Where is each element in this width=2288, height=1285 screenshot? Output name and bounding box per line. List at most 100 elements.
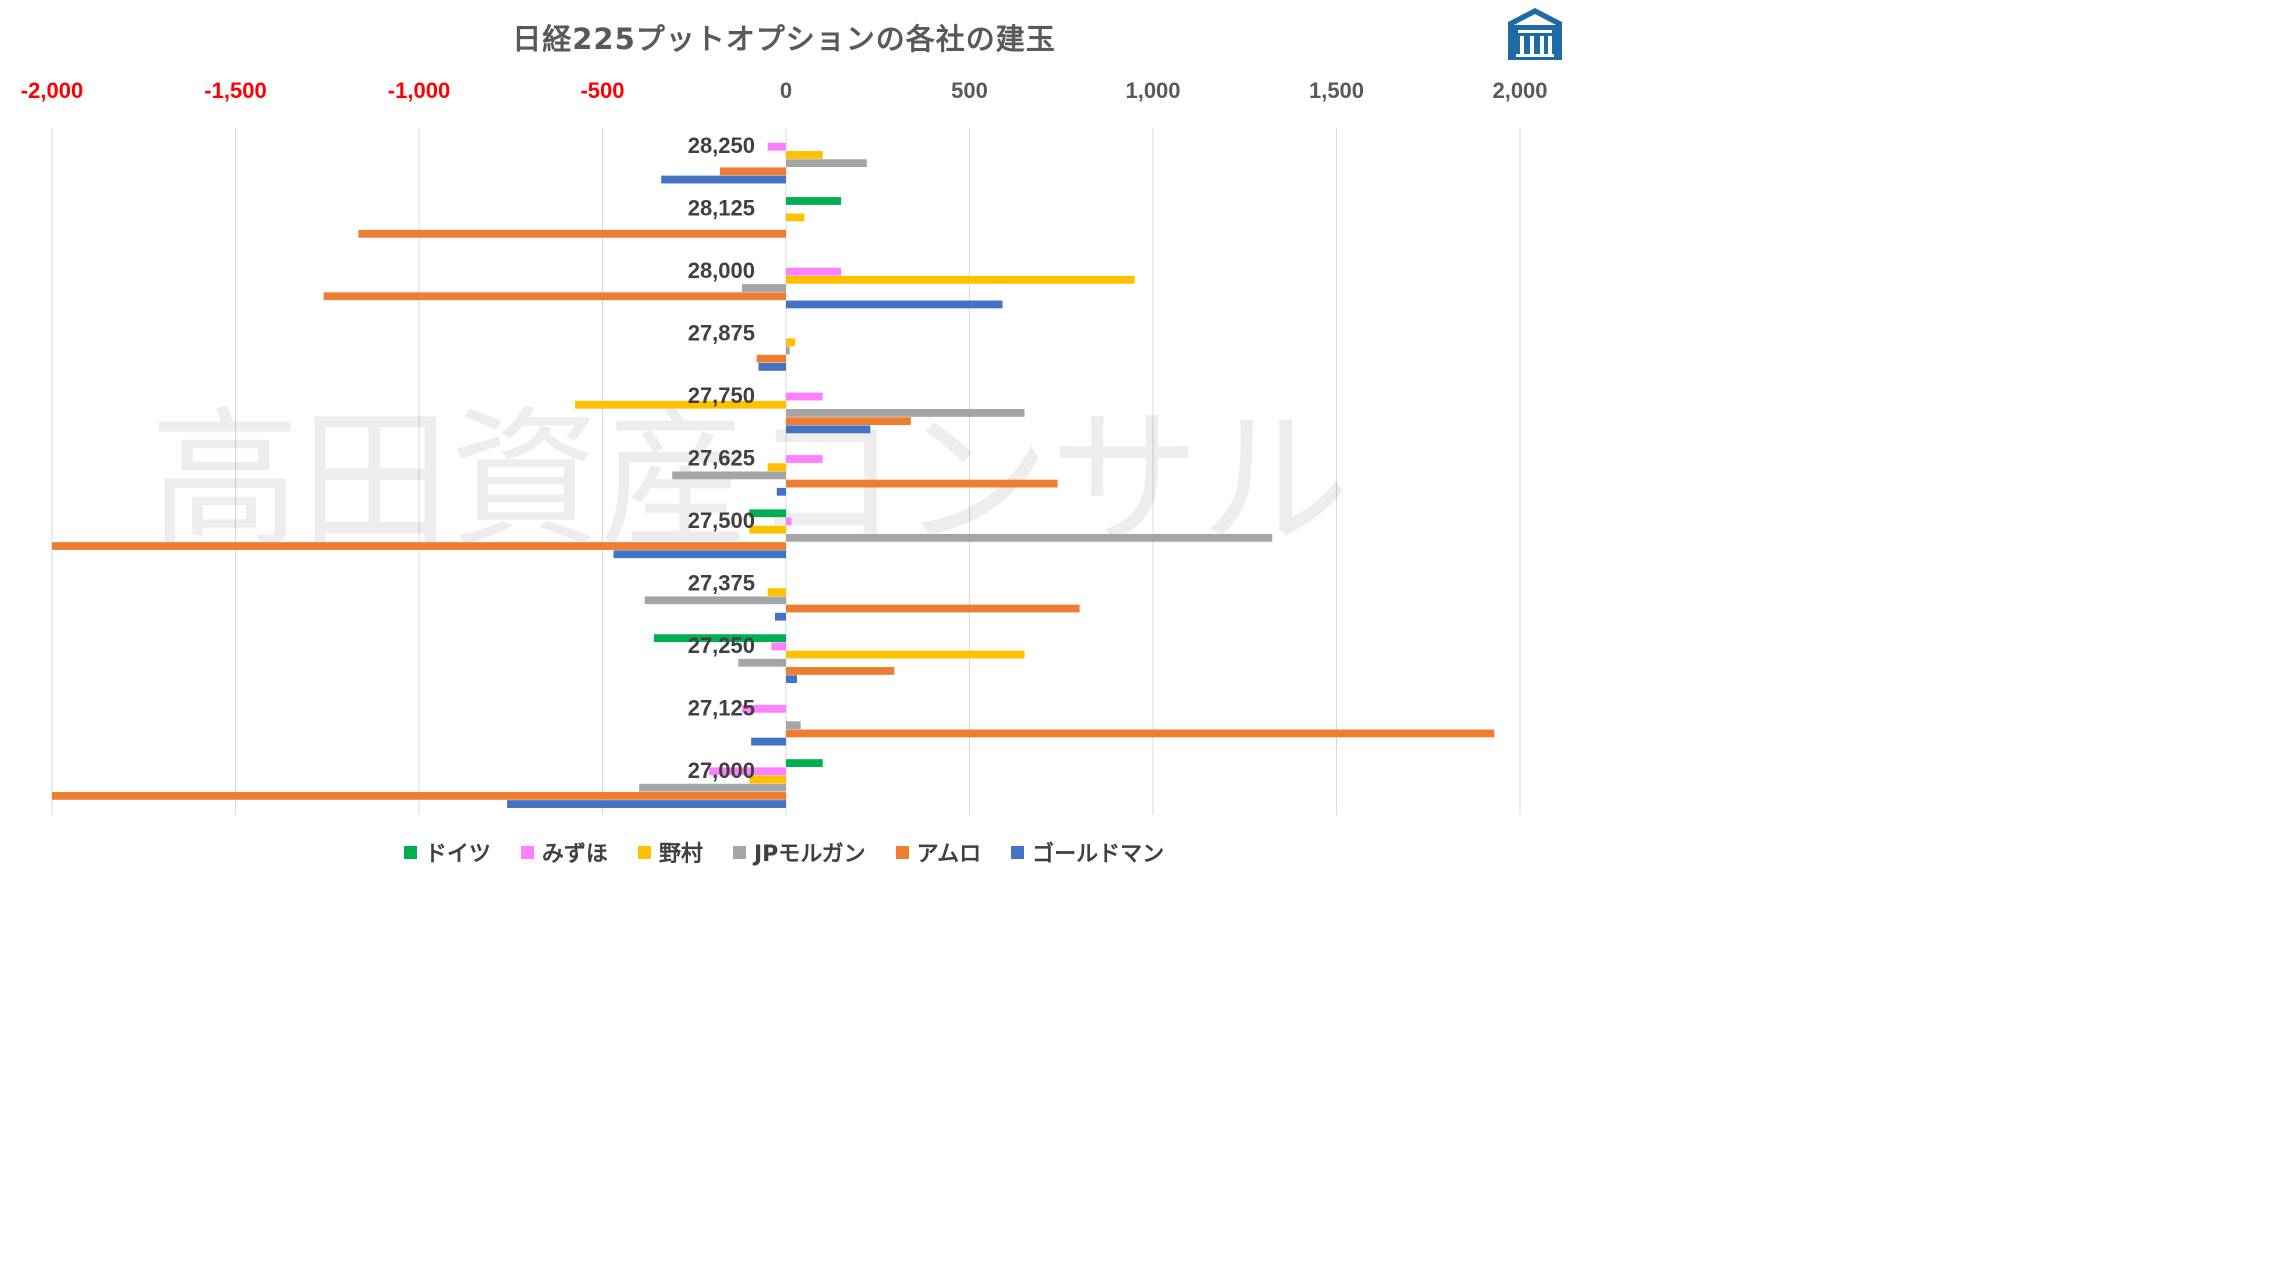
chart-title: 日経225プットオプションの各社の建玉 (512, 22, 1056, 56)
bar (786, 759, 823, 767)
x-tick-label: 500 (951, 78, 988, 103)
legend-label: 野村 (658, 842, 703, 867)
x-tick-label: 2,000 (1492, 78, 1547, 103)
bar (786, 159, 867, 168)
bar (786, 721, 801, 730)
bar (786, 346, 790, 355)
legend-item: アムロ (895, 836, 982, 868)
legend-label: みずほ (541, 842, 608, 867)
bar (767, 463, 786, 472)
bar (786, 409, 1025, 417)
bar (749, 775, 786, 784)
bar (749, 509, 786, 518)
legend-item: ゴールドマン (1011, 836, 1164, 868)
bar (719, 167, 786, 176)
bar (786, 267, 842, 276)
legend-swatch (895, 845, 909, 859)
bar (786, 417, 911, 426)
bar (756, 354, 786, 363)
legend-swatch (403, 845, 417, 859)
legend-label: JPモルガン (753, 842, 866, 867)
legend-item: ドイツ (403, 836, 491, 868)
legend-swatch (1011, 845, 1025, 859)
bar (786, 455, 823, 463)
category-labels: 28,250 28,125 28,000 27,875 27,750 27,625 27,5… (688, 133, 755, 783)
bar (786, 667, 895, 675)
x-tick-label: -500 (580, 78, 624, 103)
gridlines (51, 128, 1521, 815)
legend-item: 野村 (637, 836, 703, 868)
bar (786, 151, 823, 159)
bar (741, 704, 786, 713)
bar (786, 338, 796, 347)
category-label: 28,125 (688, 196, 755, 221)
category-label: 27,500 (688, 508, 755, 533)
bar (738, 658, 786, 667)
x-tick-label: -1,000 (388, 78, 450, 103)
bar (767, 142, 786, 151)
bar (52, 791, 786, 800)
x-tick-label: 1,500 (1309, 78, 1364, 103)
bar (786, 197, 842, 205)
legend-label: ゴールドマン (1032, 842, 1165, 867)
category-label: 27,250 (688, 633, 755, 658)
bar (749, 525, 786, 534)
bar (613, 550, 786, 559)
legend: ドイツ みずほ 野村 JPモルガン アムロ ゴールドマン (0, 836, 1568, 868)
category-label: 28,250 (688, 133, 755, 158)
bar (751, 737, 786, 746)
bar (786, 729, 1495, 738)
bar (507, 800, 786, 808)
x-tick-label: 1,000 (1125, 78, 1180, 103)
x-tick-label: -2,000 (21, 78, 83, 103)
bar (708, 767, 786, 776)
category-label: 28,000 (688, 258, 755, 283)
category-label: 27,875 (688, 321, 755, 346)
bar (786, 213, 805, 222)
bar (672, 471, 786, 480)
legend-label: ドイツ (424, 842, 491, 867)
category-label: 27,125 (688, 695, 755, 720)
bar (767, 588, 786, 597)
bar (786, 604, 1080, 613)
chart-plot: -2,000 -1,500 -1,000 -500 0 500 1,000 1,500 2,00… (21, 78, 1548, 815)
bar (786, 675, 798, 684)
bar (741, 284, 786, 292)
bar (786, 517, 792, 526)
logo-icon (1508, 8, 1562, 60)
bar (776, 487, 786, 496)
bar (644, 596, 786, 605)
legend-swatch (520, 845, 534, 859)
bar (358, 229, 786, 238)
bar (758, 362, 786, 371)
category-label: 27,625 (688, 446, 755, 471)
bar (786, 275, 1135, 284)
x-tick-label: 0 (780, 78, 792, 103)
category-label: 27,375 (688, 570, 755, 595)
bar (639, 783, 786, 792)
bar (786, 300, 1003, 309)
legend-item: JPモルガン (732, 836, 866, 868)
bars (52, 142, 1495, 808)
x-tick-label: -1,500 (204, 78, 266, 103)
bar (771, 642, 786, 651)
bar (786, 650, 1025, 659)
category-label: 27,000 (688, 758, 755, 783)
watermark: 高田資産コンサル (150, 394, 1350, 568)
bar (52, 542, 786, 550)
bar (774, 612, 786, 621)
bar (786, 425, 871, 434)
bar (653, 634, 786, 643)
bar (574, 400, 786, 409)
bar (323, 292, 786, 301)
legend-swatch (732, 845, 746, 859)
legend-item: みずほ (520, 836, 608, 868)
x-axis-ticks: -2,000 -1,500 -1,000 -500 0 500 1,000 1,500 2,00… (21, 78, 1548, 103)
category-label: 27,750 (688, 383, 755, 408)
bar (786, 392, 823, 401)
bar (661, 175, 786, 184)
legend-label: アムロ (916, 842, 982, 867)
bar (786, 533, 1273, 542)
bar (786, 479, 1058, 488)
legend-swatch (637, 845, 651, 859)
